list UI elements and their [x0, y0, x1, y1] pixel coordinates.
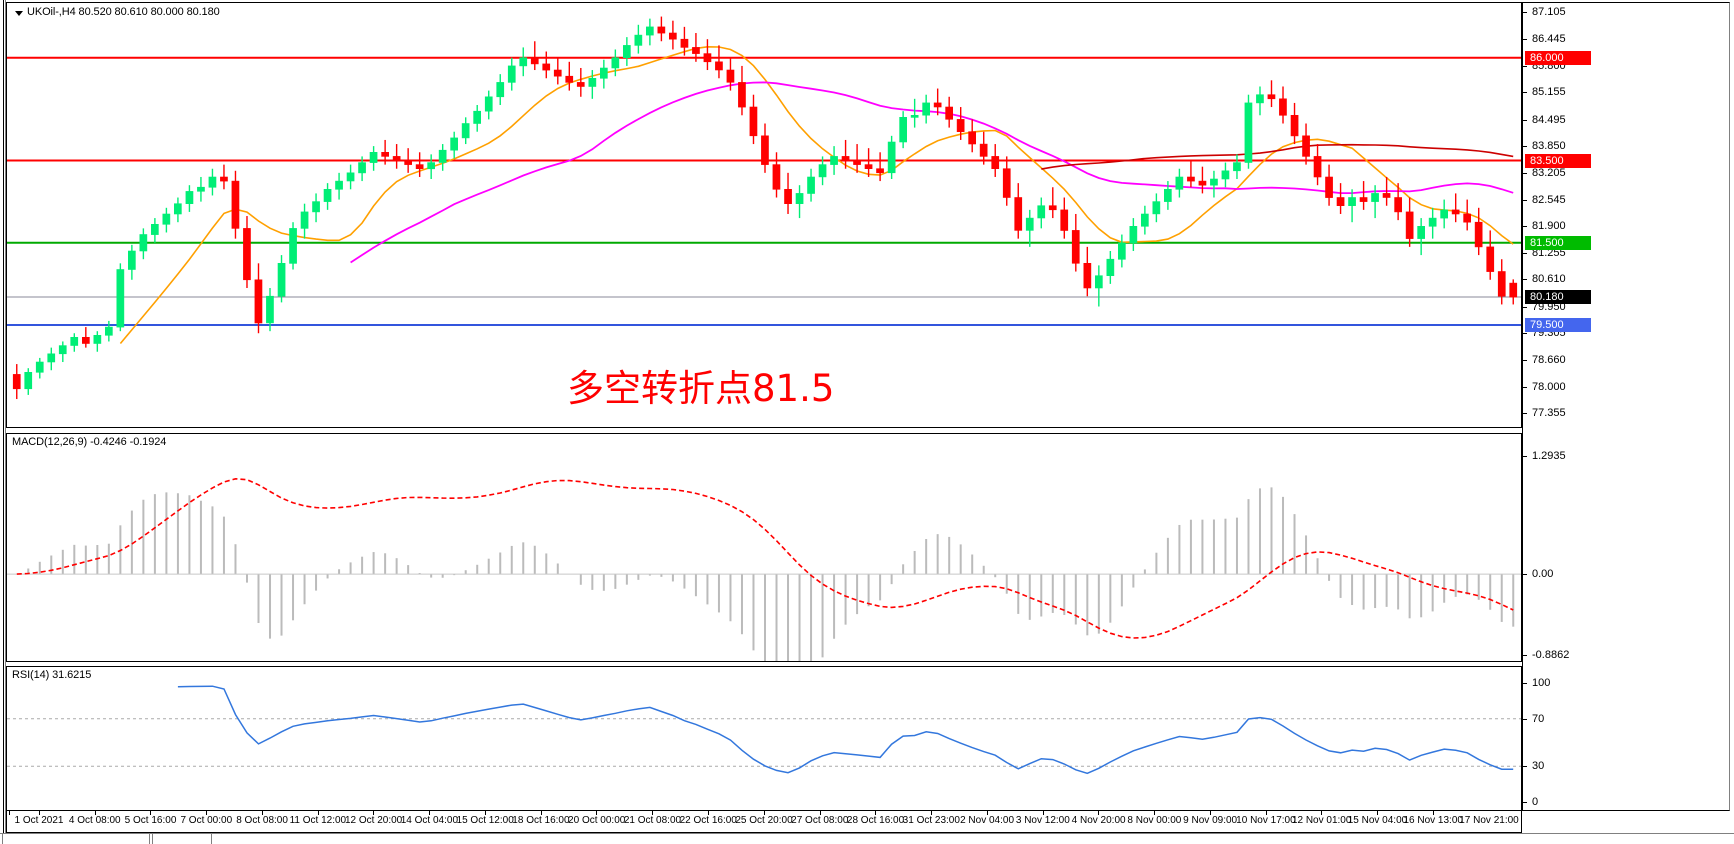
time-axis[interactable]: 1 Oct 2021 4 Oct 08:00 5 Oct 16:00 7 Oct 00… [6, 811, 1522, 833]
time-tick-23 [1265, 811, 1267, 815]
price-pane[interactable]: 多空转折点81.5 UKOil-,H4 80.520 80.610 80.000… [6, 2, 1522, 428]
time-label-22: 10 Nov 17:00 [1236, 815, 1296, 826]
time-label-6: 12 Oct 20:00 [344, 815, 403, 826]
price-tick-81-900: 81.900 [1523, 220, 1566, 232]
rsi-tick-3: 0 [1523, 796, 1538, 808]
price-tick-83-205: 83.205 [1523, 167, 1566, 179]
price-badge-current-price[interactable]: 80.180 [1525, 290, 1591, 305]
time-label-24: 15 Nov 04:00 [1347, 815, 1408, 826]
chart-annotation-text: 多空转折点81.5 [567, 367, 835, 410]
time-tick-6 [317, 811, 319, 815]
time-label-16: 31 Oct 23:00 [902, 815, 960, 826]
time-tick-22 [1209, 811, 1211, 815]
time-label-7: 14 Oct 04:00 [400, 815, 459, 826]
chart-tab-active[interactable] [2, 834, 150, 844]
rsi-tick-2: 30 [1523, 760, 1544, 772]
price-badge-resistance[interactable]: 83.500 [1525, 153, 1591, 168]
chart-tab-strip[interactable] [0, 833, 1734, 844]
time-label-0: 1 Oct 2021 [14, 815, 64, 826]
rsi-indicator-label: RSI(14) 31.6215 [12, 669, 92, 681]
time-tick-20 [1098, 811, 1100, 815]
price-tick-85-155: 85.155 [1523, 86, 1566, 98]
macd-tick-2: -0.8862 [1523, 649, 1569, 661]
time-label-11: 21 Oct 08:00 [623, 815, 682, 826]
time-label-13: 25 Oct 20:00 [735, 815, 793, 826]
price-tick-83-850: 83.850 [1523, 140, 1566, 152]
time-label-26: 17 Nov 21:00 [1459, 815, 1519, 826]
time-label-5: 11 Oct 12:00 [289, 815, 347, 826]
time-tick-25 [1377, 811, 1379, 815]
price-badge-support[interactable]: 79.500 [1525, 318, 1591, 332]
time-label-25: 16 Nov 13:00 [1403, 815, 1463, 826]
price-tick-80-610: 80.610 [1523, 273, 1566, 285]
time-tick-21 [1154, 811, 1156, 815]
price-chart-canvas [7, 16, 1521, 400]
time-label-23: 12 Nov 01:00 [1291, 815, 1352, 826]
time-tick-10 [540, 811, 542, 815]
time-tick-12 [652, 811, 654, 815]
macd-chart-canvas [7, 477, 1521, 661]
rsi-chart-canvas [7, 685, 1521, 775]
time-label-10: 20 Oct 00:00 [568, 815, 626, 826]
time-label-15: 28 Oct 16:00 [846, 815, 905, 826]
time-tick-4 [206, 811, 208, 815]
time-label-3: 7 Oct 00:00 [180, 815, 233, 826]
macd-pane[interactable]: MACD(12,26,9) -0.4246 -0.1924 [6, 433, 1522, 662]
price-tick-86-445: 86.445 [1523, 33, 1566, 45]
rsi-pane[interactable]: RSI(14) 31.6215 [6, 666, 1522, 811]
time-tick-14 [763, 811, 765, 815]
time-tick-26 [1433, 811, 1434, 815]
price-tick-82-545: 82.545 [1523, 194, 1566, 206]
time-tick-18 [986, 811, 988, 815]
price-scale-axis[interactable]: 87.105 86.445 85.800 85.155 84.495 83.850 83.2… [1522, 2, 1730, 811]
price-tick-78-000: 78.000 [1523, 381, 1566, 393]
macd-indicator-label: MACD(12,26,9) -0.4246 -0.1924 [12, 436, 167, 448]
price-badge-resistance[interactable]: 86.000 [1525, 50, 1591, 65]
price-badge-pivot[interactable]: 81.500 [1525, 235, 1591, 250]
time-tick-9 [484, 811, 486, 815]
time-tick-2 [94, 811, 96, 815]
time-tick-5 [261, 811, 263, 815]
time-tick-19 [1042, 811, 1044, 815]
time-tick-15 [819, 811, 821, 815]
time-tick-0 [9, 811, 10, 815]
time-label-9: 18 Oct 16:00 [512, 815, 570, 826]
time-label-12: 22 Oct 16:00 [679, 815, 737, 826]
time-tick-17 [931, 811, 933, 815]
rsi-tick-0: 100 [1523, 677, 1550, 689]
window-left-border-inner [3, 0, 4, 844]
time-label-1: 4 Oct 08:00 [68, 815, 121, 826]
price-tick-81-255: 81.255 [1523, 247, 1566, 259]
time-tick-24 [1321, 811, 1323, 815]
time-tick-16 [875, 811, 877, 815]
rsi-tick-1: 70 [1523, 713, 1544, 725]
time-tick-1 [38, 811, 40, 815]
triangle-down-icon[interactable] [15, 11, 23, 16]
symbol-ohlc-label: UKOil-,H4 80.520 80.610 80.000 80.180 [27, 6, 220, 18]
time-tick-3 [150, 811, 152, 815]
chart-tab-next[interactable] [152, 834, 212, 844]
price-tick-77-355: 77.355 [1523, 407, 1566, 419]
price-tick-87-105: 87.105 [1523, 6, 1566, 18]
price-tick-78-660: 78.660 [1523, 354, 1566, 366]
time-label-2: 5 Oct 16:00 [124, 815, 177, 826]
time-tick-7 [373, 811, 375, 815]
time-tick-11 [596, 811, 598, 815]
time-tick-13 [708, 811, 709, 815]
time-label-21: 9 Nov 09:00 [1183, 815, 1238, 826]
time-label-8: 15 Oct 12:00 [456, 815, 514, 826]
macd-tick-1: 0.00 [1523, 568, 1553, 580]
time-label-14: 27 Oct 08:00 [791, 815, 849, 826]
macd-tick-0: 1.2935 [1523, 450, 1566, 462]
time-label-20: 8 Nov 00:00 [1127, 815, 1182, 826]
price-tick-84-495: 84.495 [1523, 114, 1566, 126]
time-label-4: 8 Oct 08:00 [236, 815, 288, 826]
time-tick-8 [429, 811, 431, 815]
time-label-19: 4 Nov 20:00 [1071, 815, 1126, 826]
time-label-18: 3 Nov 12:00 [1015, 815, 1070, 826]
time-label-17: 2 Nov 04:00 [960, 815, 1015, 826]
